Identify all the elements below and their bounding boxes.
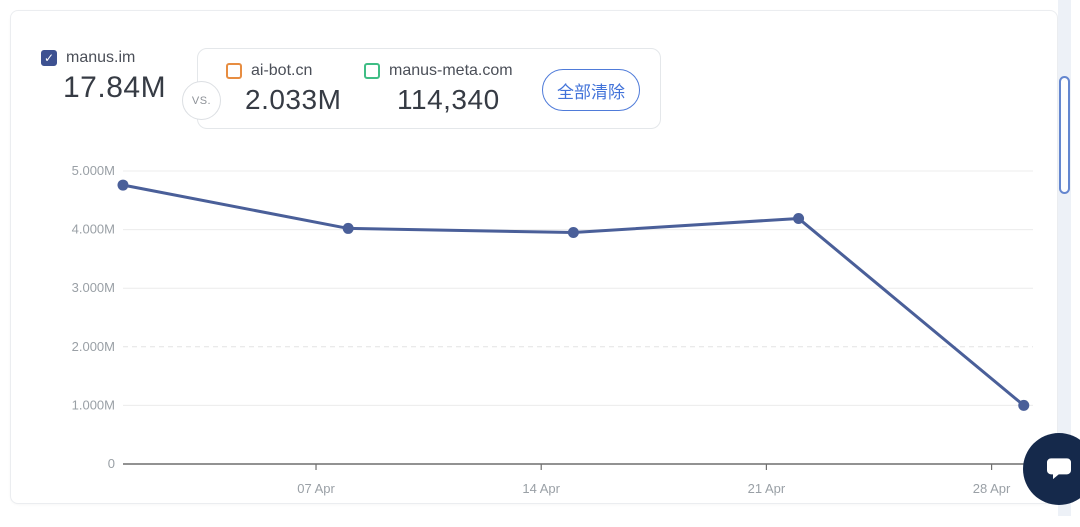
data-point[interactable] xyxy=(793,212,805,224)
competitor-value-ai-bot: 2.033M xyxy=(245,84,342,115)
competitors-card: ai-bot.cn 2.033M manus-meta.com 114,340 … xyxy=(197,48,661,129)
series-line xyxy=(121,183,1026,407)
primary-domain-checkbox[interactable]: ✓ xyxy=(41,50,57,66)
chat-bubble-icon xyxy=(1047,458,1071,480)
x-tick-label: 14 Apr xyxy=(522,481,560,496)
competitor-group-manus-meta: manus-meta.com 114,340 xyxy=(364,62,513,116)
clear-all-button[interactable]: 全部清除 xyxy=(542,69,640,111)
x-tick-label: 21 Apr xyxy=(748,481,786,496)
x-tick-label: 28 Apr xyxy=(973,481,1011,496)
chat-launcher-button[interactable] xyxy=(1023,433,1080,505)
y-tick-label: 2.000M xyxy=(72,339,115,354)
competitor-label-ai-bot: ai-bot.cn xyxy=(251,62,313,79)
competitor-checkbox-ai-bot[interactable] xyxy=(226,63,242,79)
y-tick-label: 1.000M xyxy=(72,397,115,412)
data-point[interactable] xyxy=(117,179,129,191)
data-point[interactable] xyxy=(342,222,354,234)
check-icon: ✓ xyxy=(43,51,55,65)
y-tick-label: 4.000M xyxy=(72,222,115,237)
y-tick-label: 3.000M xyxy=(72,280,115,295)
data-point[interactable] xyxy=(567,227,579,239)
y-tick-label: 0 xyxy=(108,456,115,471)
y-tick-label: 5.000M xyxy=(72,163,115,178)
traffic-line-chart: 5.000M 4.000M 3.000M 2.000M 1.000M 0 07 Apr 14 … xyxy=(72,163,1041,496)
competitor-label-manus-meta: manus-meta.com xyxy=(389,62,513,79)
page: { "header": { "primary": { "label": "man… xyxy=(10,0,1080,516)
traffic-compare-card: ✓ manus.im 17.84M VS. ai-bot.cn 2.033M m… xyxy=(10,10,1058,504)
competitor-value-manus-meta: 114,340 xyxy=(397,84,500,115)
vs-badge: VS. xyxy=(182,81,221,120)
competitor-checkbox-manus-meta[interactable] xyxy=(364,63,380,79)
data-point[interactable] xyxy=(1018,399,1030,411)
competitor-group-ai-bot: ai-bot.cn 2.033M xyxy=(226,62,341,116)
scrollbar-thumb[interactable] xyxy=(1059,76,1070,194)
x-tick-label: 07 Apr xyxy=(297,481,335,496)
primary-domain-value: 17.84M xyxy=(63,71,167,104)
primary-domain-label: manus.im xyxy=(66,49,136,66)
primary-domain-group: ✓ manus.im 17.84M xyxy=(41,49,166,105)
